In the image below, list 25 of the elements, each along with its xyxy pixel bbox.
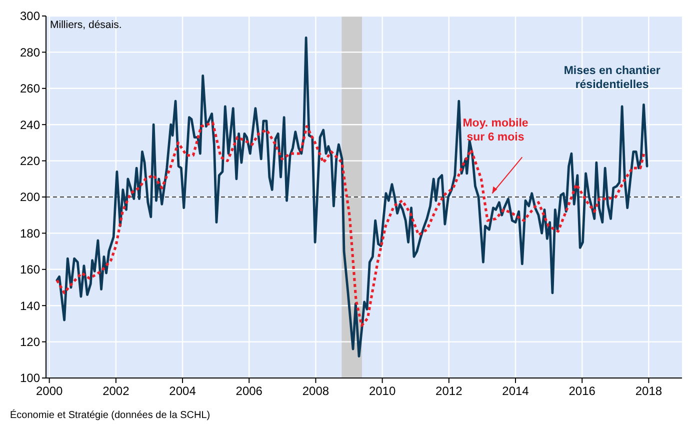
y-tick-label: 260 [20, 82, 40, 96]
x-tick-label: 2000 [36, 384, 63, 398]
x-tick-label: 2008 [302, 384, 330, 398]
x-tick-label: 2018 [635, 384, 662, 398]
y-tick-label: 240 [20, 118, 40, 132]
series-label: Moy. mobile sur 6 mois [462, 117, 528, 144]
y-tick-label: 300 [20, 9, 40, 24]
x-tick-label: 2006 [236, 384, 263, 398]
y-tick-label: 200 [20, 190, 40, 204]
x-tick-label: 2012 [436, 384, 463, 398]
y-tick-label: 220 [20, 154, 40, 168]
y-tick-label: 160 [20, 262, 40, 277]
x-tick-label: 2002 [102, 384, 130, 398]
x-tick-label: 2016 [568, 384, 596, 398]
y-axis-title: Milliers, désais. [50, 19, 122, 31]
series-label: Mises en chantier résidentielles [564, 64, 661, 91]
y-tick-label: 120 [20, 335, 40, 349]
y-tick-label: 280 [20, 45, 40, 60]
text: Économie et Stratégie (données de la SCHL) [10, 409, 210, 421]
x-tick-label: 2014 [502, 384, 530, 398]
x-tick-label: 2004 [169, 384, 196, 398]
x-tick-label: 2010 [368, 384, 396, 398]
y-tick-label: 100 [20, 371, 40, 386]
y-tick-label: 180 [20, 226, 40, 240]
y-tick-label: 140 [20, 298, 40, 313]
